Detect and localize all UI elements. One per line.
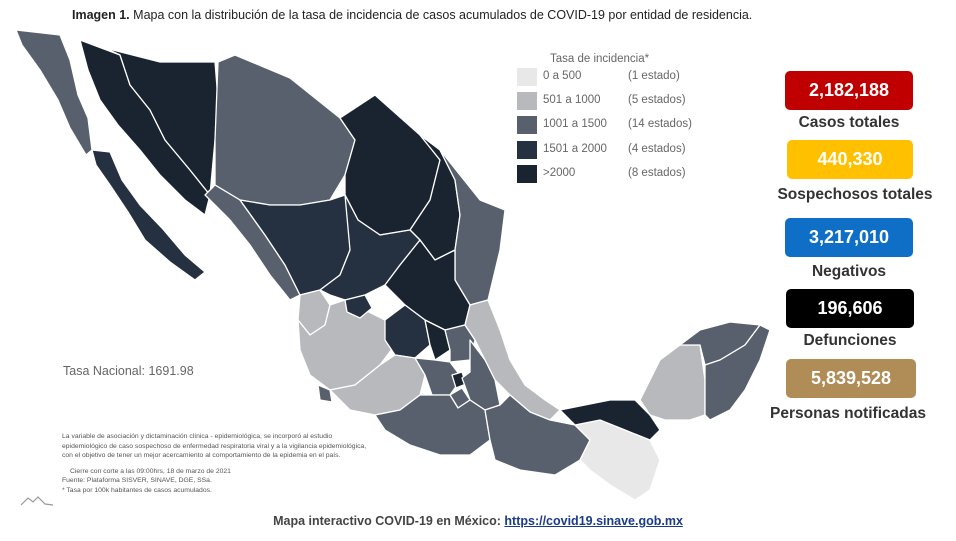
state-aguascalientes: [344, 294, 373, 319]
legend-swatch: [517, 92, 537, 110]
figure-caption: Imagen 1. Mapa con la distribución de la…: [72, 8, 752, 22]
state-guanajuato: [384, 304, 431, 359]
footnote-note: * Tasa por 100k habitantes de casos acum…: [62, 486, 212, 494]
legend-swatch: [517, 116, 537, 134]
legend-count: (8 estados): [628, 167, 686, 179]
footnote-source: Fuente: Plataforma SISVER, SINAVE, DGE, …: [62, 477, 212, 484]
caption-label: Imagen 1.: [72, 8, 130, 22]
state-campeche: [639, 344, 706, 421]
suspected-total-label: Sospechosos totales: [777, 186, 933, 203]
state-baja-california-sur: [91, 149, 206, 281]
legend-range: 1501 a 2000: [543, 143, 607, 155]
caption-text: Mapa con la distribución de la tasa de i…: [133, 8, 753, 22]
legend-item: 1001 a 1500 (14 estados): [517, 116, 717, 136]
national-rate: Tasa Nacional: 1691.98: [63, 364, 194, 378]
state-tabasco: [559, 399, 661, 441]
notified-people-value: 5,839,528: [786, 359, 916, 398]
state-sonora-north: [104, 47, 219, 196]
footnote-cutoff: Cierre con corte a las 09:00hrs, 18 de m…: [70, 467, 231, 475]
total-cases-label: Casos totales: [798, 114, 900, 131]
footnote-line: con el objetivo de tener un mejor acerca…: [62, 452, 341, 459]
legend-count: (4 estados): [628, 143, 686, 155]
state-baja-california: [15, 29, 93, 156]
state-quintana-roo: [704, 324, 771, 421]
state-zacatecas: [319, 194, 421, 301]
legend-item: >2000 (8 estados): [517, 165, 717, 185]
negatives-value: 3,217,010: [785, 218, 913, 257]
legend-range: 0 a 500: [543, 70, 582, 82]
interactive-map-footer: Mapa interactivo COVID-19 en México: htt…: [0, 514, 956, 528]
legend-swatch: [517, 68, 537, 86]
legend-title: Tasa de incidencia*: [550, 53, 650, 65]
footnotes: La variable de asociación y dictaminació…: [62, 432, 442, 495]
legend-range: 501 a 1000: [543, 94, 601, 106]
legend-swatch: [517, 141, 537, 159]
footer-text: Mapa interactivo COVID-19 en México:: [273, 514, 505, 528]
negatives-label: Negativos: [811, 263, 887, 280]
state-chihuahua: [214, 54, 356, 206]
legend-range: 1001 a 1500: [543, 118, 607, 130]
deaths-value: 196,606: [786, 289, 914, 328]
legend-item: 501 a 1000 (5 estados): [517, 92, 717, 112]
state-colima: [317, 384, 333, 403]
suspected-total-value: 440,330: [787, 140, 913, 179]
total-cases-value: 2,182,188: [785, 71, 913, 110]
legend-item: 0 a 500 (1 estado): [517, 68, 717, 88]
footnote-line: epidemiológico de caso sospechoso de enf…: [62, 442, 367, 450]
legend-count: (1 estado): [628, 70, 680, 82]
legend-range: >2000: [543, 167, 576, 179]
legend-swatch: [517, 165, 537, 183]
footnote-line: La variable de asociación y dictaminació…: [62, 433, 333, 440]
legend-item: 1501 a 2000 (4 estados): [517, 141, 717, 161]
notified-people-label: Personas notificadas: [770, 405, 926, 422]
sinave-link[interactable]: https://covid19.sinave.gob.mx: [504, 514, 683, 528]
state-guerrero: [374, 394, 491, 456]
legend-count: (14 estados): [628, 118, 692, 130]
sinave-logo-icon: [20, 496, 54, 506]
state-queretaro: [424, 319, 451, 361]
deaths-label: Defunciones: [803, 332, 897, 349]
legend-count: (5 estados): [628, 94, 686, 106]
